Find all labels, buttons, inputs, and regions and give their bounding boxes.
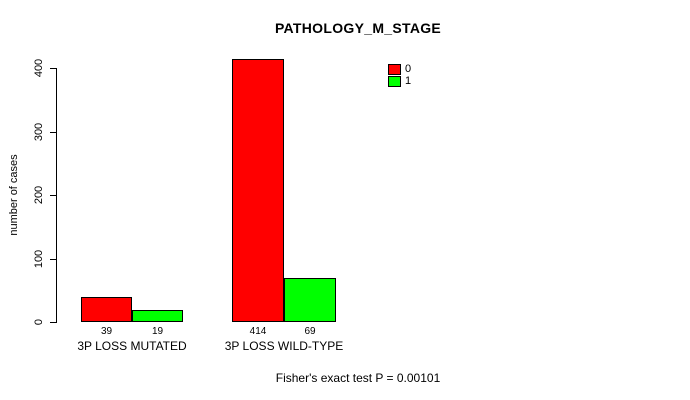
bar-value-label: 414 [249,326,267,337]
y-tick-label: 200 [33,185,45,205]
legend-label-0: 0 [405,63,412,75]
legend-entry-0: 0 [388,63,411,75]
y-tick-label: 300 [33,122,45,142]
y-axis-label: number of cases [8,154,20,236]
y-tick-mark [50,68,57,69]
bar-3p-loss-wild-type-series-0 [232,59,284,322]
y-tick-label: 400 [33,58,45,78]
legend-swatch-red [388,63,401,75]
category-label: 3P LOSS MUTATED [77,339,187,353]
legend-entry-1: 1 [388,75,411,87]
bar-value-label: 69 [304,326,316,337]
bar-value-label: 19 [151,326,164,337]
chart-title: PATHOLOGY_M_STAGE [274,20,442,36]
legend-swatch-green [388,75,401,87]
bar-3p-loss-mutated-series-0 [81,297,132,322]
bar-value-label: 39 [100,326,113,337]
y-tick-label: 0 [33,318,45,326]
bar-3p-loss-mutated-series-1 [132,310,183,322]
y-tick-mark [50,195,57,196]
y-tick-label: 100 [33,249,45,269]
y-tick-mark [50,132,57,133]
bar-3p-loss-wild-type-series-1 [284,278,336,322]
category-label: 3P LOSS WILD-TYPE [224,339,344,353]
y-tick-mark [50,322,57,323]
y-tick-mark [50,259,57,260]
legend-label-1: 1 [405,75,412,87]
legend: 0 1 [388,63,411,87]
fisher-test-annotation: Fisher's exact test P = 0.00101 [275,371,441,385]
